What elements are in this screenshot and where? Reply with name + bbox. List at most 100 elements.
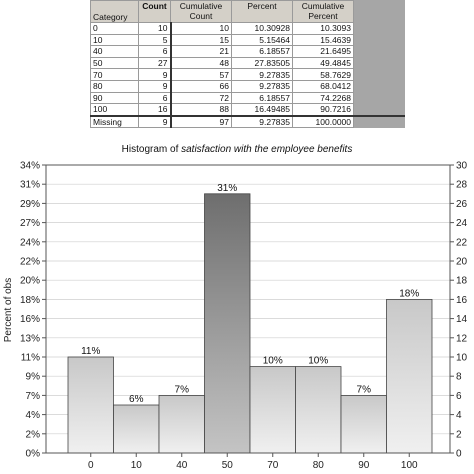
histogram-bar (204, 193, 251, 454)
left-tick-label: 24% (20, 237, 40, 248)
right-tick-label: 4 (456, 410, 462, 421)
x-tick-label: 70 (267, 460, 279, 471)
left-tick-label: 2% (26, 429, 41, 440)
table-body: 0 10 10 10.30928 10.3093 10 5 15 5.15464 15.4639 4… (90, 22, 405, 129)
table-row-missing: Missing 9 97 9.27835 100.0000 (90, 114, 405, 129)
table-row: 40 6 21 6.18557 21.6495 (90, 45, 405, 58)
cell-category: 0 (90, 22, 139, 35)
header-cumulative-count: Cumulative Count (170, 0, 232, 23)
cell-cumulative-percent: 100.0000 (292, 114, 354, 129)
left-tick-label: 20% (20, 276, 40, 287)
histogram-bar (249, 366, 296, 454)
table-row: 70 9 57 9.27835 58.7629 (90, 68, 405, 81)
right-tick-label: 8 (456, 372, 462, 383)
cell-percent: 9.27835 (231, 114, 293, 129)
bar-value-label: 7% (175, 384, 190, 395)
right-tick-label: 16 (456, 295, 468, 306)
right-tick-label: 0 (456, 449, 462, 460)
frequency-table: Category Count Cumulative Count Percent … (90, 0, 405, 129)
cell-cumulative-count: 97 (170, 114, 232, 129)
cell-percent: 5.15464 (231, 33, 293, 47)
bar-value-label: 10% (263, 356, 283, 367)
cell-count: 6 (138, 45, 172, 58)
cell-category: Missing (90, 114, 139, 129)
right-tick-label: 22 (456, 237, 468, 248)
cell-empty (353, 33, 405, 47)
right-tick-label: 14 (456, 314, 468, 325)
cell-cumulative-percent: 10.3093 (292, 22, 354, 35)
cell-empty (353, 45, 405, 58)
histogram-bar (158, 394, 205, 454)
left-tick-label: 18% (20, 295, 40, 306)
cell-empty (353, 114, 405, 129)
chart-title-prefix: Histogram of (122, 144, 181, 155)
table-row: 0 10 10 10.30928 10.3093 (90, 22, 405, 35)
left-tick-label: 9% (26, 372, 41, 383)
header-cumulative-percent: Cumulative Percent (292, 0, 354, 23)
cell-count: 9 (138, 114, 172, 129)
right-tick-label: 30 (456, 161, 468, 172)
right-tick-label: 10 (456, 353, 468, 364)
right-tick-label: 20 (456, 257, 468, 268)
x-tick-label: 0 (88, 460, 94, 471)
histogram-bar (340, 394, 387, 454)
header-empty (353, 0, 405, 23)
right-tick-label: 2 (456, 429, 462, 440)
header-category: Category (90, 0, 139, 23)
histogram-bar (295, 366, 342, 454)
histogram-bar (113, 404, 160, 454)
plot-frame (45, 164, 451, 454)
cell-cumulative-percent: 15.4639 (292, 33, 354, 47)
x-tick-label: 10 (131, 460, 143, 471)
bar-value-label: 31% (217, 183, 237, 194)
right-tick-label: 24 (456, 218, 468, 229)
cell-cumulative-count: 10 (170, 22, 232, 35)
left-tick-label: 16% (20, 314, 40, 325)
cell-count: 10 (138, 22, 172, 35)
left-tick-label: 22% (20, 257, 40, 268)
left-tick-label: 27% (20, 218, 40, 229)
left-tick-label: 13% (20, 333, 40, 344)
histogram-bar (386, 298, 433, 454)
bar-value-label: 6% (129, 394, 144, 405)
x-tick-label: 100 (401, 460, 418, 471)
table-header-row: Category Count Cumulative Count Percent … (90, 0, 405, 23)
header-count: Count (138, 0, 171, 23)
chart-title-italic: satisfaction with the employee benefits (181, 144, 352, 155)
cell-percent: 6.18557 (231, 45, 293, 58)
cell-count: 9 (138, 68, 172, 81)
cell-cumulative-count: 88 (170, 103, 232, 117)
cell-category: 10 (90, 33, 139, 47)
left-tick-label: 0% (26, 449, 41, 460)
right-tick-label: 26 (456, 199, 468, 210)
x-tick-label: 80 (313, 460, 325, 471)
x-tick-label: 50 (222, 460, 234, 471)
chart-title: Histogram of satisfaction with the emplo… (122, 144, 353, 155)
left-tick-label: 4% (26, 410, 41, 421)
bar-value-label: 11% (81, 346, 100, 357)
bar-value-label: 18% (399, 288, 419, 299)
left-tick-label: 34% (20, 161, 40, 172)
right-tick-label: 18 (456, 276, 468, 287)
table-row: 50 27 48 27.83505 49.4845 (90, 56, 405, 70)
right-tick-label: 28 (456, 180, 468, 191)
y-axis-label: Percent of obs (3, 278, 14, 342)
right-tick-label: 6 (456, 391, 462, 402)
x-tick-label: 90 (358, 460, 370, 471)
histogram-bar (67, 356, 114, 454)
cell-cumulative-percent: 21.6495 (292, 45, 354, 58)
left-tick-label: 7% (26, 391, 41, 402)
right-tick-label: 12 (456, 333, 468, 344)
table-row: 10 5 15 5.15464 15.4639 (90, 33, 405, 47)
table-row: 100 16 88 16.49485 90.7216 (90, 103, 405, 117)
left-tick-label: 29% (20, 199, 40, 210)
left-tick-label: 31% (20, 180, 40, 191)
cell-cumulative-count: 21 (170, 45, 232, 58)
bar-value-label: 7% (357, 384, 372, 395)
x-tick-label: 40 (176, 460, 188, 471)
cell-count: 5 (138, 33, 172, 47)
bar-value-label: 10% (308, 356, 328, 367)
cell-empty (353, 22, 405, 35)
